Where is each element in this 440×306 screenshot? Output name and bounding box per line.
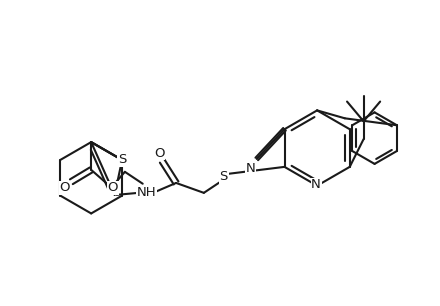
Text: S: S <box>220 170 228 184</box>
Text: NH: NH <box>136 186 156 199</box>
Text: S: S <box>118 153 126 166</box>
Text: O: O <box>108 181 118 194</box>
Text: N: N <box>311 178 321 191</box>
Text: O: O <box>154 147 165 160</box>
Text: O: O <box>59 181 70 194</box>
Text: N: N <box>246 162 256 175</box>
